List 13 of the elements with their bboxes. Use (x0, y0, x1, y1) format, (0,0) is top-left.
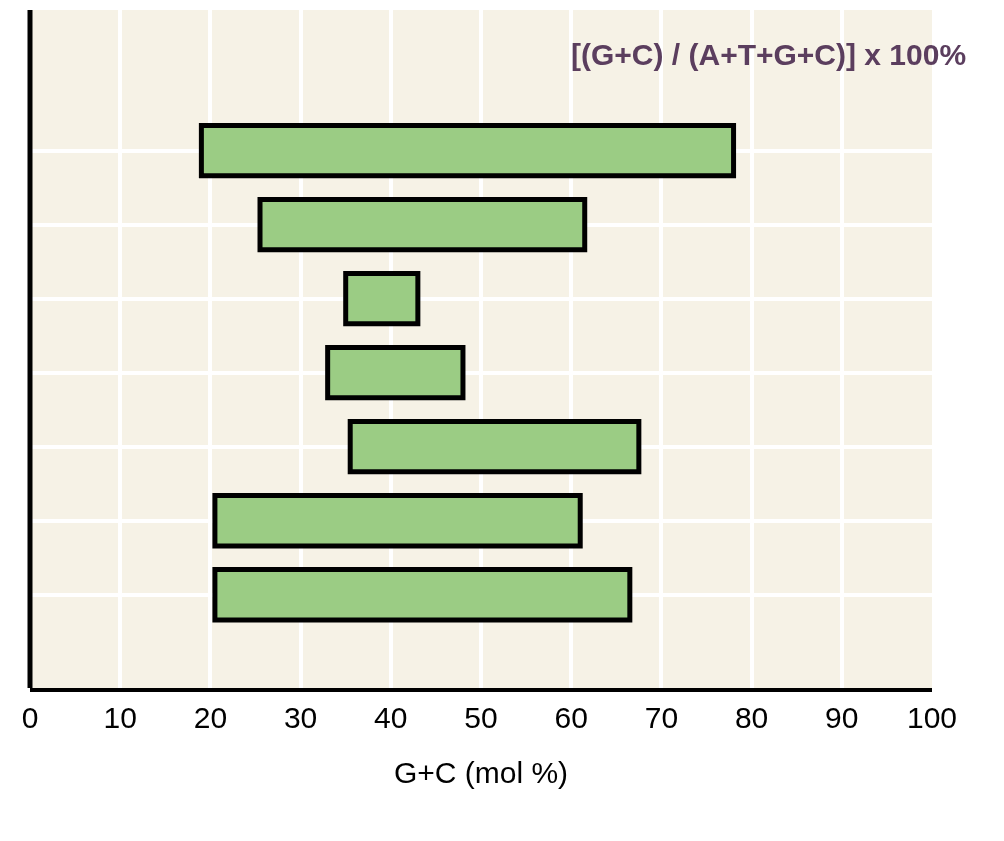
x-tick-label: 50 (464, 701, 498, 734)
text: [(G+C) / (A+T+G+C)] x 100% (571, 38, 967, 71)
x-tick-label: 80 (734, 701, 769, 734)
x-tick-label: 30 (283, 701, 318, 734)
x-tick-label: 40 (374, 701, 408, 734)
x-axis-title: G+C (mol %) (393, 756, 569, 789)
x-tick-label: 70 (644, 701, 679, 734)
x-tick-label: 90 (825, 701, 859, 734)
x-tick-label: 10 (103, 701, 137, 734)
x-tick-label: 60 (554, 701, 588, 734)
x-tick-label: 20 (193, 701, 228, 734)
x-tick-label: 100 (906, 701, 958, 734)
x-tick-label: 0 (21, 701, 39, 734)
